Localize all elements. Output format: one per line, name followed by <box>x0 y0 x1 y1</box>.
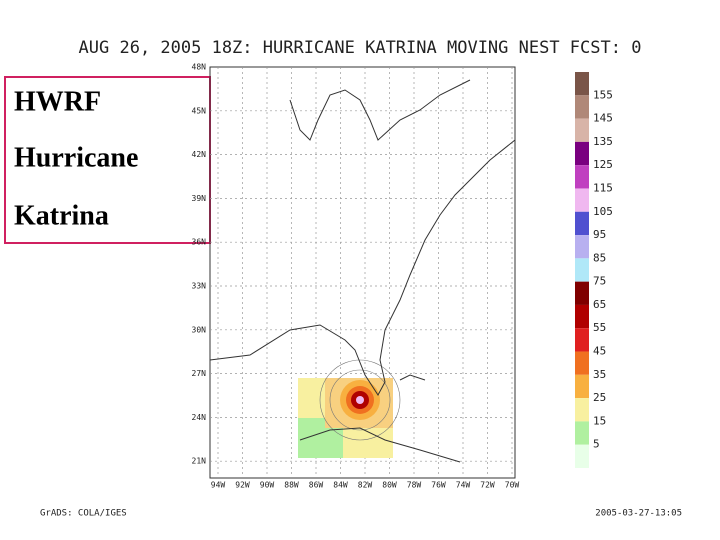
side-text: Hurricane <box>14 142 138 173</box>
lat-label: 39N <box>192 194 207 203</box>
colorbar-label: 25 <box>593 391 606 404</box>
lat-label: 30N <box>192 325 207 334</box>
colorbar-label: 125 <box>593 158 613 171</box>
lon-label: 70W <box>505 481 520 490</box>
graticule: 48N 45N 42N 39N 36N 33N 30N 27N 24N 21N 94W 92W 90W 8… <box>192 63 520 490</box>
color-swatch <box>575 72 589 96</box>
colorbar-label: 95 <box>593 228 606 241</box>
lon-label: 86W <box>309 481 324 490</box>
footer-left: GrADS: COLA/IGES <box>40 509 127 519</box>
footer-right: 2005-03-27-13:05 <box>595 509 682 519</box>
lat-label: 33N <box>192 282 207 291</box>
colorbar-label: 85 <box>593 251 606 264</box>
colorbar-label: 105 <box>593 205 613 218</box>
colorbar-label: 15 <box>593 414 606 427</box>
color-swatch <box>575 211 589 236</box>
color-swatch <box>575 258 589 282</box>
color-swatch <box>575 95 589 119</box>
lon-label: 94W <box>211 481 226 490</box>
color-swatch <box>575 235 589 259</box>
lat-label: 42N <box>192 150 207 159</box>
colorbar-label: 55 <box>593 321 606 334</box>
hurricane-field <box>298 359 401 458</box>
color-swatch <box>575 421 589 445</box>
lon-label: 74W <box>456 481 471 490</box>
lon-label: 80W <box>382 481 397 490</box>
colorbar-label: 155 <box>593 88 613 101</box>
colorbar-label: 65 <box>593 298 606 311</box>
colorbar-label: 135 <box>593 135 613 148</box>
color-swatch <box>575 444 589 468</box>
colorbar-label: 115 <box>593 181 613 194</box>
lon-label: 78W <box>407 481 422 490</box>
lon-label: 92W <box>235 481 250 490</box>
color-swatch <box>575 351 589 375</box>
color-swatch <box>575 328 589 352</box>
lat-label: 27N <box>192 369 207 378</box>
color-swatch <box>575 281 589 305</box>
lat-label: 21N <box>192 457 207 466</box>
color-swatch <box>575 118 589 142</box>
lat-label: 24N <box>192 413 207 422</box>
lon-label: 76W <box>431 481 446 490</box>
lat-label: 45N <box>192 106 207 115</box>
color-swatch <box>575 374 589 399</box>
coastlines <box>209 79 516 463</box>
side-text: Katrina <box>14 200 109 231</box>
color-swatch <box>575 188 589 212</box>
lat-label: 48N <box>192 63 207 72</box>
side-text: HWRF <box>14 86 101 117</box>
lon-label: 90W <box>260 481 275 490</box>
colorbar-label: 75 <box>593 275 606 288</box>
color-swatch <box>575 141 589 166</box>
map-frame <box>209 66 516 479</box>
color-swatch <box>575 398 589 422</box>
color-swatch <box>575 165 589 189</box>
map-title: AUG 26, 2005 18Z: HURRICANE KATRINA MOVI… <box>79 38 642 58</box>
lon-label: 88W <box>284 481 299 490</box>
colorbar-label: 45 <box>593 345 606 358</box>
colorbar-label: 35 <box>593 368 606 381</box>
lat-label: 36N <box>192 238 207 247</box>
color-swatch <box>575 304 589 329</box>
lon-label: 72W <box>480 481 495 490</box>
lon-label: 82W <box>358 481 373 490</box>
colorbar-label: 145 <box>593 112 613 125</box>
colorbar-label: 5 <box>593 438 600 451</box>
lon-label: 84W <box>333 481 348 490</box>
